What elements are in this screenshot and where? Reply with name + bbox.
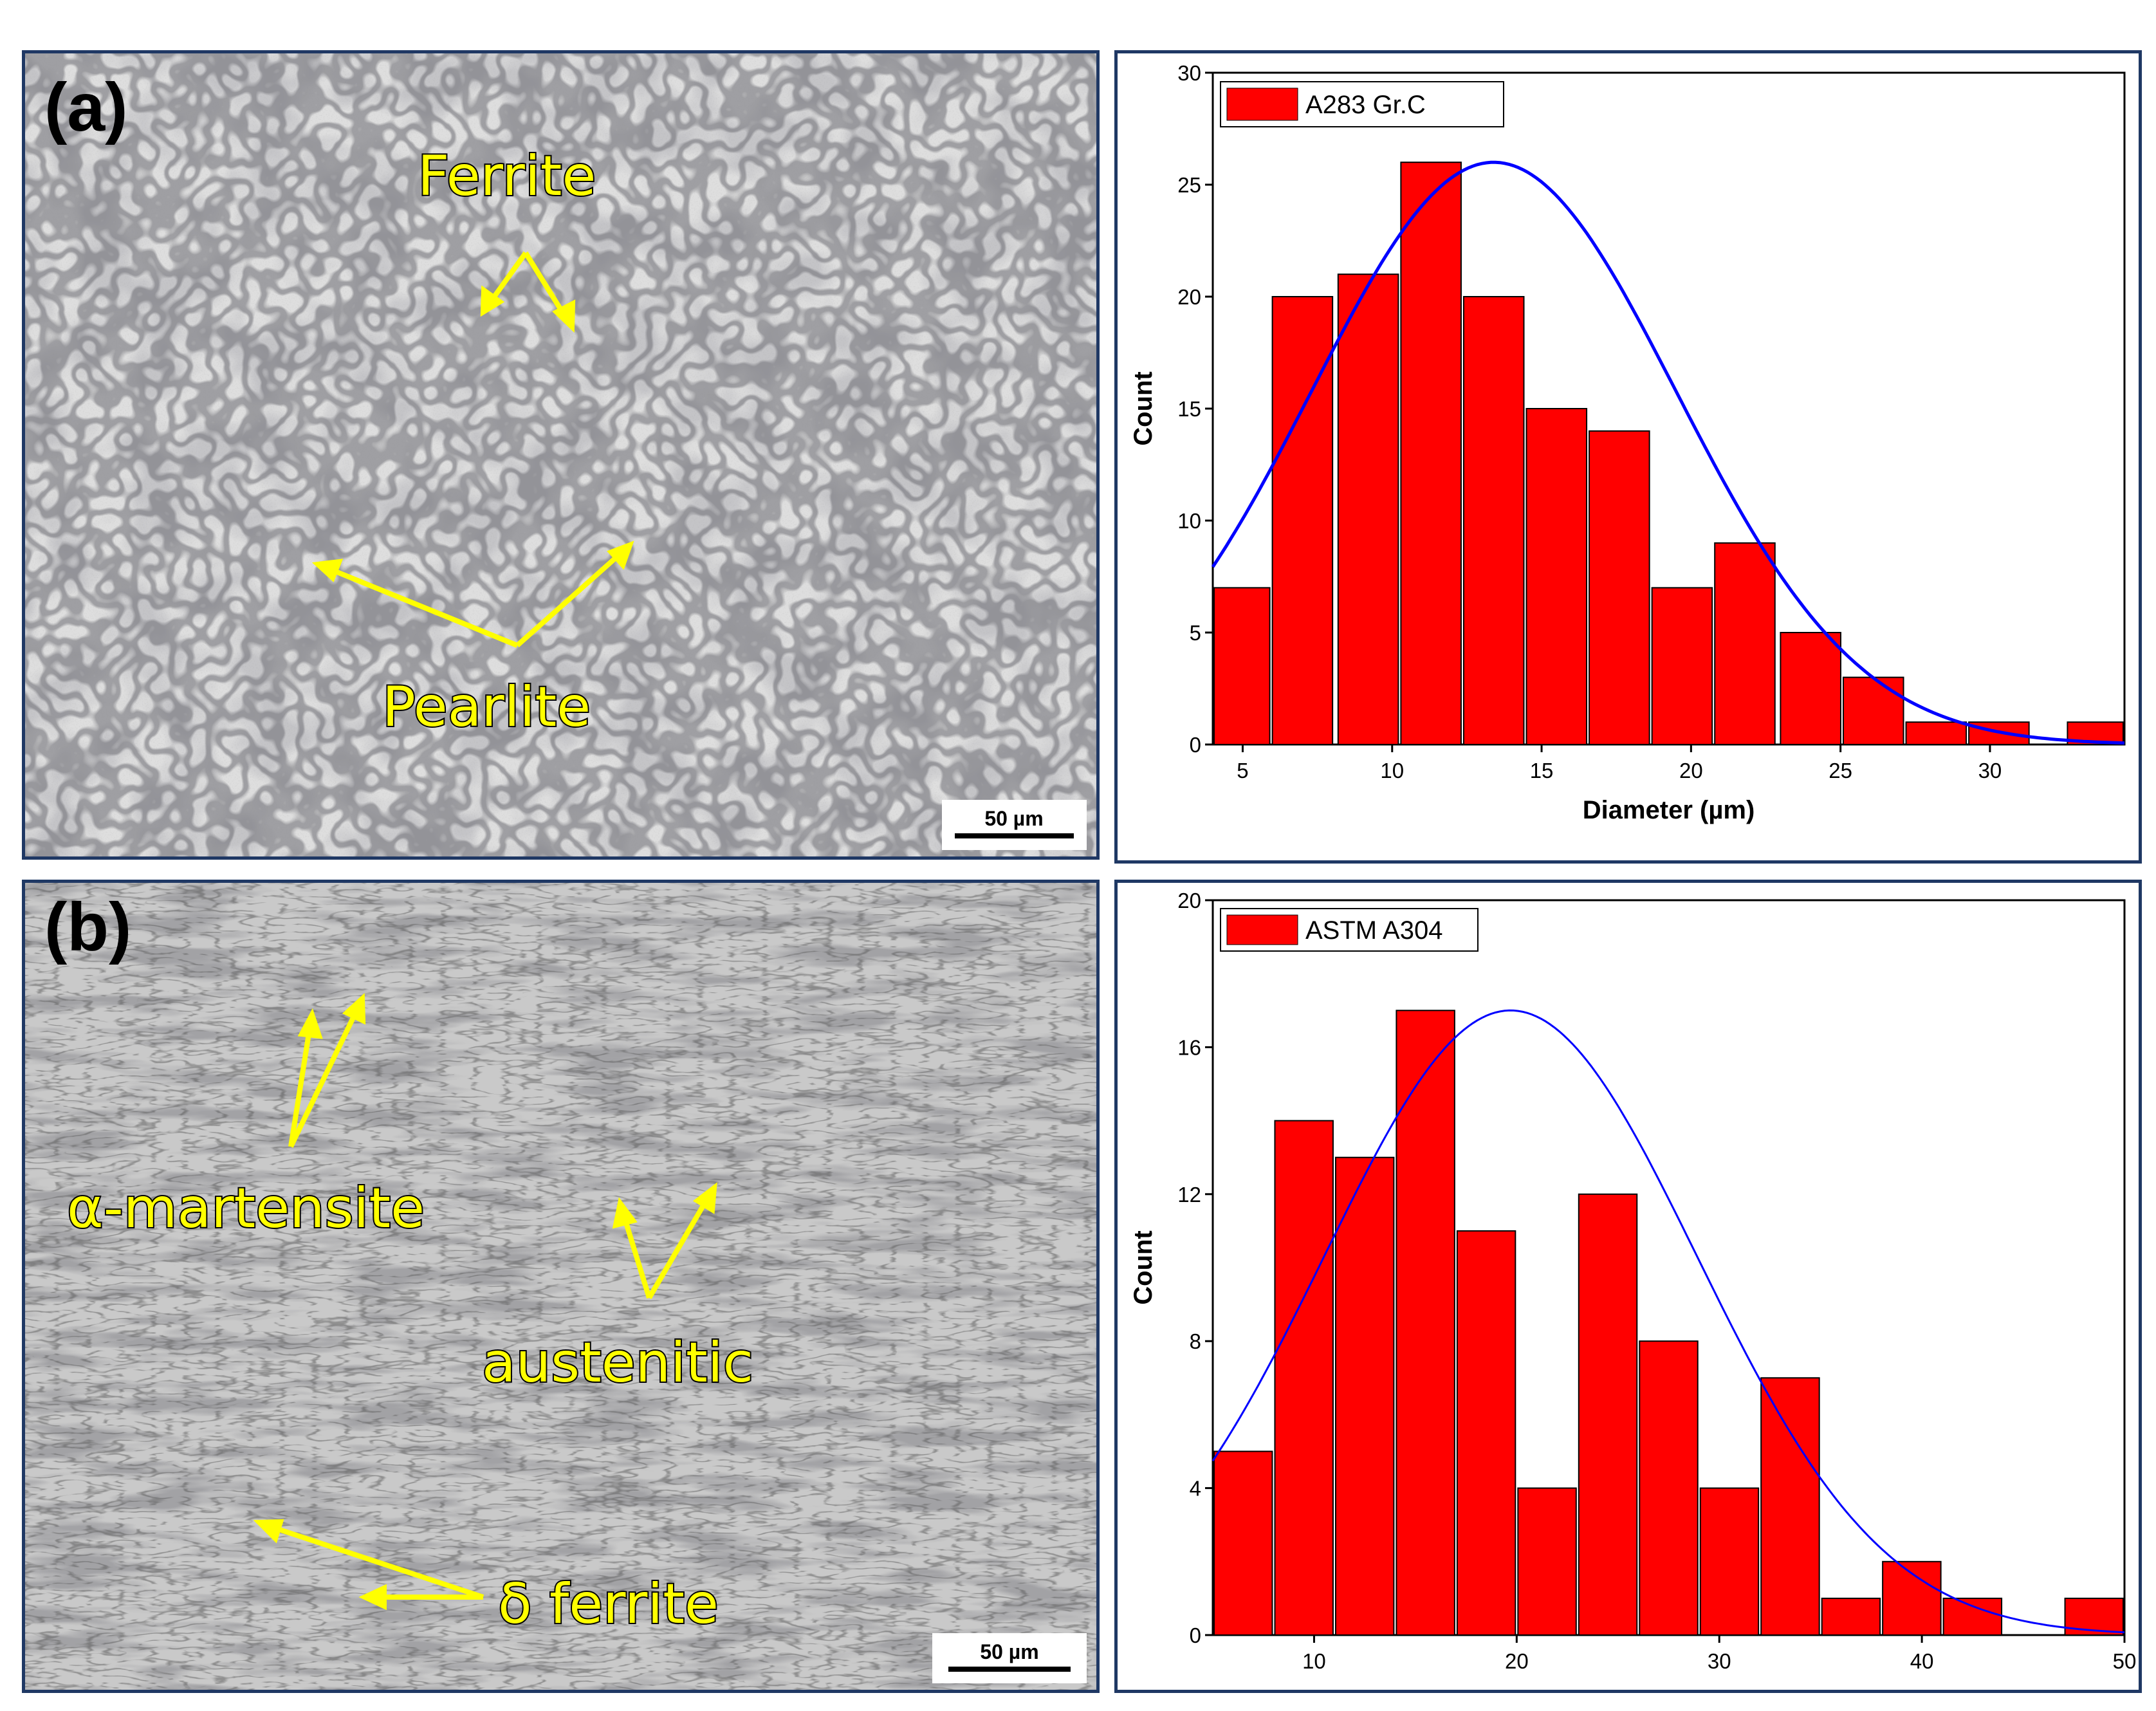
histogram-panel-a: 5 10 15 20 25 30 0 5 10 15 20 25 30 Diameter (µm) Coun… bbox=[1114, 50, 2142, 864]
x-tick-label: 10 bbox=[1380, 759, 1404, 782]
scale-bar-a-label: 50 µm bbox=[984, 807, 1043, 830]
histogram-bar bbox=[1337, 273, 1399, 745]
austenitic-arrows bbox=[612, 1182, 717, 1300]
histogram-bar bbox=[1400, 162, 1462, 745]
legend-swatch bbox=[1226, 88, 1298, 121]
histogram-bar bbox=[1589, 430, 1650, 745]
x-tick-label: 10 bbox=[1302, 1649, 1326, 1673]
micrograph-panel-a: (a) Ferrite Pearlite 50 µm bbox=[22, 50, 1100, 860]
x-tick-label: 25 bbox=[1829, 759, 1852, 782]
histogram-bar bbox=[1760, 1377, 1820, 1636]
histogram-bar bbox=[1213, 1450, 1273, 1636]
histogram-bar bbox=[1842, 676, 1904, 745]
y-tick-label: 30 bbox=[1177, 61, 1201, 85]
x-tick-label: 50 bbox=[2113, 1649, 2137, 1673]
histogram-bar bbox=[1462, 296, 1525, 745]
x-axis-title: Diameter (µm) bbox=[1583, 1687, 1755, 1690]
y-tick-label: 8 bbox=[1190, 1329, 1201, 1353]
x-tick-label: 30 bbox=[1978, 759, 2002, 782]
austenitic-label: austenitic bbox=[482, 1331, 753, 1395]
histogram-bar bbox=[1396, 1010, 1455, 1636]
histogram-bar bbox=[1780, 632, 1841, 745]
legend-label: A283 Gr.C bbox=[1305, 91, 1426, 119]
x-tick-label: 15 bbox=[1530, 759, 1554, 782]
y-tick-label: 16 bbox=[1177, 1035, 1201, 1059]
histogram-bar bbox=[1334, 1156, 1395, 1636]
histogram-bar bbox=[1456, 1230, 1516, 1636]
x-tick-label: 20 bbox=[1505, 1649, 1529, 1673]
histogram-bar bbox=[1517, 1487, 1577, 1636]
y-tick-label: 25 bbox=[1177, 173, 1201, 197]
micrograph-b-annotations: (b) α-martensite austenitic δ ferrite 50… bbox=[44, 889, 1087, 1683]
y-tick-label: 20 bbox=[1177, 285, 1201, 309]
histogram-bar bbox=[1271, 296, 1334, 745]
x-tick-label: 5 bbox=[1237, 759, 1248, 782]
scale-bar-b-label: 50 µm bbox=[980, 1640, 1038, 1663]
histogram-bar bbox=[1274, 1120, 1334, 1636]
histogram-b: 10 20 30 40 50 0 4 8 12 16 20 Diameter (µm) Count AST… bbox=[1129, 889, 2137, 1690]
y-tick-label: 12 bbox=[1177, 1183, 1201, 1207]
histogram-bar bbox=[1905, 721, 1967, 745]
histogram-bar bbox=[1699, 1487, 1760, 1636]
panel-a-tag: (a) bbox=[44, 69, 128, 145]
y-tick-label: 4 bbox=[1190, 1477, 1201, 1501]
histogram-bar bbox=[1213, 587, 1271, 746]
micrograph-a-annotations: (a) Ferrite Pearlite 50 µm bbox=[44, 69, 1087, 850]
y-tick-label: 15 bbox=[1177, 397, 1201, 421]
histogram-bar bbox=[1578, 1193, 1638, 1636]
normal-fit-curve bbox=[1212, 1009, 2125, 1634]
y-axis-title: Count bbox=[1129, 371, 1157, 446]
micrograph-a-image bbox=[25, 53, 1096, 856]
y-tick-label: 10 bbox=[1177, 509, 1201, 533]
legend-swatch bbox=[1226, 914, 1298, 945]
histogram-bar bbox=[1714, 542, 1776, 745]
panel-b-tag: (b) bbox=[44, 889, 131, 965]
histogram-bar bbox=[1821, 1597, 1881, 1636]
y-axis-title: Count bbox=[1129, 1230, 1157, 1305]
pearlite-arrows bbox=[311, 541, 634, 648]
alpha-martensite-label: α-martensite bbox=[67, 1176, 425, 1241]
delta-ferrite-label: δ ferrite bbox=[498, 1572, 719, 1636]
pearlite-label: Pearlite bbox=[382, 675, 591, 739]
x-tick-label: 20 bbox=[1679, 759, 1703, 782]
histogram-bar bbox=[1639, 1340, 1699, 1636]
scale-bar-b: 50 µm bbox=[932, 1633, 1087, 1683]
histogram-bar bbox=[1525, 408, 1588, 745]
x-axis-title: Diameter (µm) bbox=[1583, 796, 1755, 824]
ferrite-label: Ferrite bbox=[418, 144, 596, 208]
y-tick-label: 0 bbox=[1190, 733, 1201, 757]
delta-ferrite-arrows bbox=[253, 1519, 484, 1611]
histogram-bar bbox=[1651, 587, 1713, 746]
histogram-panel-b: 10 20 30 40 50 0 4 8 12 16 20 Diameter (µm) Count AST… bbox=[1114, 880, 2142, 1693]
y-tick-label: 20 bbox=[1177, 889, 1201, 912]
ferrite-arrows bbox=[480, 251, 576, 333]
histogram-bar bbox=[1942, 1597, 2003, 1636]
y-tick-label: 0 bbox=[1190, 1623, 1201, 1647]
micrograph-b-image bbox=[25, 883, 1096, 1690]
legend-label: ASTM A304 bbox=[1305, 916, 1442, 945]
y-tick-label: 5 bbox=[1190, 621, 1201, 645]
histogram-a: 5 10 15 20 25 30 0 5 10 15 20 25 30 Diameter (µm) Coun… bbox=[1129, 61, 2126, 824]
x-tick-label: 40 bbox=[1910, 1649, 1934, 1673]
martensite-arrows bbox=[288, 993, 366, 1148]
normal-fit-curve bbox=[1211, 160, 2125, 745]
micrograph-panel-b: (b) α-martensite austenitic δ ferrite 50… bbox=[22, 880, 1100, 1693]
scale-bar-a: 50 µm bbox=[942, 800, 1087, 850]
x-tick-label: 30 bbox=[1708, 1649, 1731, 1673]
